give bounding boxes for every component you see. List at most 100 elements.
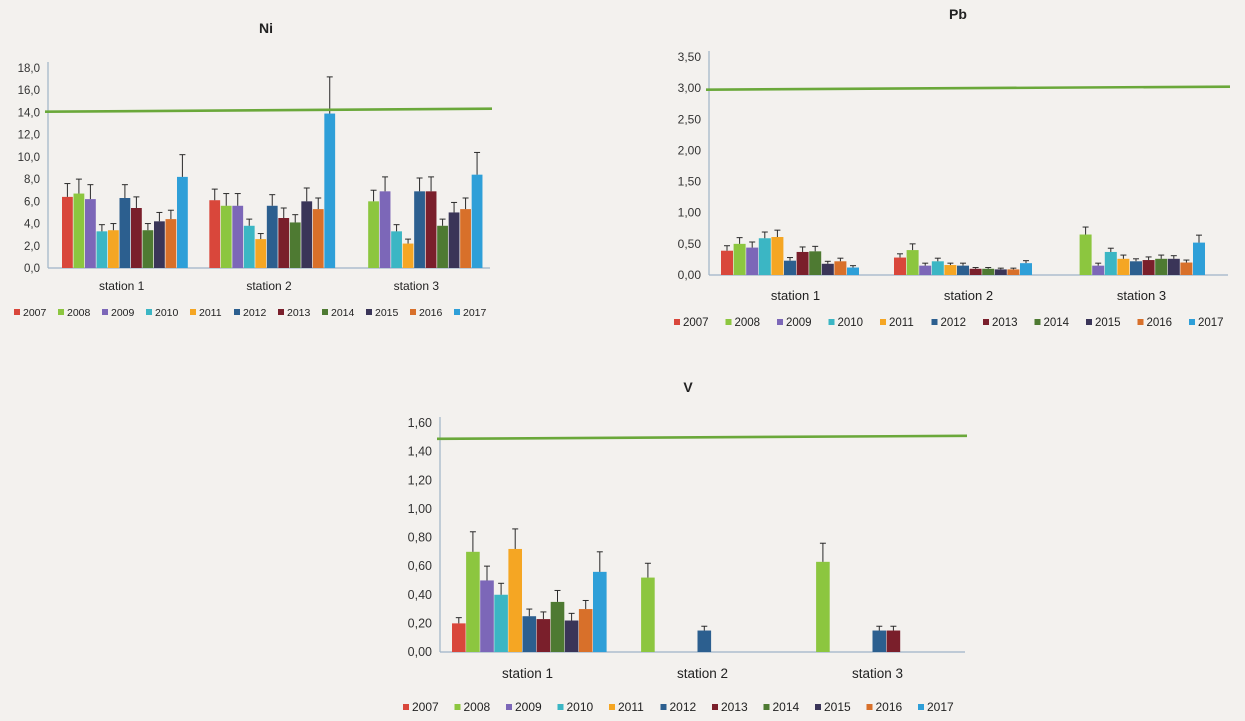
y-tick-label: 2,50 xyxy=(678,112,702,126)
bar-2015-station-2 xyxy=(994,269,1007,275)
legend-label: 2016 xyxy=(876,700,903,714)
bar-2008-station-2 xyxy=(641,577,655,652)
bar-2013-station-3 xyxy=(1142,260,1155,275)
y-tick-label: 0,00 xyxy=(408,645,432,659)
legend-label: 2011 xyxy=(199,307,222,319)
legend-swatch-2017 xyxy=(918,704,924,710)
bar-2011-station-2 xyxy=(944,265,957,275)
y-tick-label: 1,00 xyxy=(678,206,702,220)
legend-label: 2011 xyxy=(889,317,914,329)
legend-label: 2010 xyxy=(155,307,179,319)
legend-label: 2008 xyxy=(464,700,491,714)
bar-2017-station-3 xyxy=(471,174,483,268)
legend: 2007 2008 2009 2010 2011 2012 2013 2014 2015 2016… xyxy=(14,307,487,319)
legend-swatch-2014 xyxy=(763,704,770,710)
category-label: station 2 xyxy=(246,279,292,293)
legend-swatch-2007 xyxy=(674,319,680,325)
bar-2015-station-1 xyxy=(821,263,834,275)
legend-label: 2013 xyxy=(992,317,1018,329)
bar-2013-station-1 xyxy=(131,208,142,268)
bar-2016-station-1 xyxy=(834,261,847,275)
y-tick-label: 0,40 xyxy=(408,588,432,602)
limit-line xyxy=(436,434,968,441)
bar-2010-station-3 xyxy=(391,231,402,268)
bar-2012-station-3 xyxy=(872,630,887,652)
bar-2016-station-1 xyxy=(165,219,177,268)
y-tick-label: 14,0 xyxy=(18,107,40,119)
bar-2014-station-3 xyxy=(1155,258,1168,275)
bar-2011-station-1 xyxy=(108,230,119,268)
y-tick-label: 0,50 xyxy=(678,237,702,251)
legend-label: 2015 xyxy=(1095,317,1121,329)
bar-2012-station-1 xyxy=(522,616,537,652)
legend-label: 2013 xyxy=(287,307,311,319)
legend-swatch-2014 xyxy=(1034,319,1041,325)
bar-2014-station-2 xyxy=(289,222,301,268)
chart-title: Ni xyxy=(259,20,273,36)
bar-2014-station-3 xyxy=(437,225,448,268)
category-label: station 1 xyxy=(99,279,145,293)
legend-swatch-2009 xyxy=(506,704,512,710)
y-tick-label: 2,0 xyxy=(24,241,40,253)
y-tick-label: 3,50 xyxy=(678,50,702,64)
chart-title: V xyxy=(683,379,693,395)
bar-2013-station-2 xyxy=(278,218,290,268)
bar-2010-station-1 xyxy=(494,594,508,652)
y-tick-label: 6,0 xyxy=(24,196,40,208)
bar-2012-station-2 xyxy=(697,630,712,652)
legend-swatch-2017 xyxy=(454,309,460,315)
bar-2009-station-2 xyxy=(919,265,932,275)
category-label: station 3 xyxy=(852,666,903,681)
bar-2017-station-3 xyxy=(1193,242,1205,275)
chart-pb: Pb 0,00 0,50 1,00 1,50 2,00 2,50 3,00 3,50 statio… xyxy=(674,6,1231,329)
bar-2016-station-1 xyxy=(578,609,593,652)
legend-swatch-2011 xyxy=(880,319,886,325)
bar-2011-station-1 xyxy=(508,548,522,652)
legend-swatch-2008 xyxy=(58,309,64,315)
y-tick-label: 0,20 xyxy=(408,616,432,630)
bar-2011-station-3 xyxy=(402,243,414,268)
bar-2010-station-3 xyxy=(1104,251,1117,275)
bar-2013-station-1 xyxy=(536,619,551,652)
y-tick-label: 0,60 xyxy=(408,559,432,573)
chart-ni: Ni 0,0 2,0 4,0 6,0 8,0 10,0 12,0 14,0 16,0 18,0 sta… xyxy=(14,20,493,319)
legend-swatch-2007 xyxy=(403,704,409,710)
y-tick-label: 12,0 xyxy=(18,130,40,142)
legend-swatch-2009 xyxy=(102,309,108,315)
y-tick-label: 4,0 xyxy=(24,219,40,231)
legend-swatch-2014 xyxy=(322,309,328,315)
bar-2012-station-2 xyxy=(266,205,278,268)
legend-swatch-2010 xyxy=(828,319,835,325)
legend-label: 2016 xyxy=(419,307,443,319)
legend-label: 2017 xyxy=(927,700,954,714)
category-label: station 3 xyxy=(1117,288,1166,303)
legend-swatch-2015 xyxy=(1086,319,1092,325)
bar-2008-station-2 xyxy=(220,205,232,268)
legend-swatch-2013 xyxy=(278,309,284,315)
legend-swatch-2007 xyxy=(14,309,20,315)
legend-label: 2009 xyxy=(111,307,135,319)
legend: 2007 2008 2009 2010 2011 2012 2013 2014 2015 2016… xyxy=(403,700,954,714)
legend-swatch-2013 xyxy=(983,319,989,325)
y-tick-label: 8,0 xyxy=(24,174,40,186)
legend-swatch-2010 xyxy=(146,309,152,315)
bar-2007-station-2 xyxy=(209,200,221,268)
bar-2008-station-1 xyxy=(73,193,85,268)
legend-swatch-2015 xyxy=(815,704,821,710)
bar-2013-station-3 xyxy=(425,191,437,268)
bar-2015-station-3 xyxy=(448,212,460,268)
legend-label: 2012 xyxy=(670,700,697,714)
legend-label: 2012 xyxy=(941,317,967,329)
legend-label: 2013 xyxy=(721,700,748,714)
legend-swatch-2008 xyxy=(725,319,732,325)
legend-label: 2015 xyxy=(824,700,851,714)
bar-2008-station-1 xyxy=(466,551,480,652)
legend-label: 2014 xyxy=(1044,317,1070,329)
bar-2008-station-3 xyxy=(368,201,379,268)
bar-2009-station-1 xyxy=(480,580,494,652)
bar-2012-station-1 xyxy=(119,198,131,268)
bar-2017-station-1 xyxy=(847,267,859,275)
legend-label: 2008 xyxy=(735,317,761,329)
